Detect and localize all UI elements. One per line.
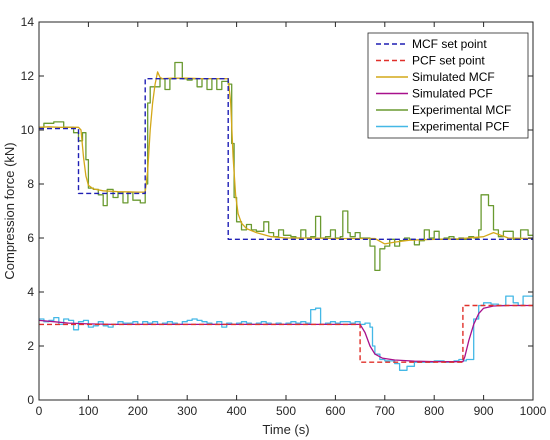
legend-label: Simulated MCF: [412, 70, 495, 84]
series-line-simulated-pcf: [38, 304, 533, 363]
y-tick-label: 2: [27, 339, 34, 353]
legend-label: PCF set point: [412, 54, 485, 68]
y-tick-label: 14: [21, 15, 35, 29]
legend-label: Simulated PCF: [412, 87, 493, 101]
x-tick-label: 900: [474, 404, 494, 418]
x-tick-label: 1000: [520, 404, 547, 418]
legend: MCF set point PCF set point Simulated MCF S…: [367, 32, 529, 139]
x-tick-label: 400: [227, 404, 247, 418]
legend-label: MCF set point: [412, 37, 487, 51]
y-axis-title: Compression force (kN): [2, 142, 17, 279]
series-layer: [38, 61, 534, 371]
x-tick-label: 500: [276, 404, 296, 418]
legend-box: [367, 32, 529, 139]
series-line-mcf-set-point: [39, 78, 533, 240]
x-axis-title: Time (s): [262, 422, 309, 437]
x-tick-label: 600: [325, 404, 345, 418]
ticks-layer: 0 100 200 300 400 500 600 700 800 900 1000 0 2 4 6 8 10 1…: [21, 15, 547, 418]
series-line-pcf-set-point: [39, 304, 533, 363]
y-tick-label: 0: [27, 393, 34, 407]
x-tick-label: 100: [78, 404, 98, 418]
legend-label: Experimental PCF: [412, 120, 509, 134]
y-tick-label: 10: [21, 123, 35, 137]
x-tick-label: 0: [36, 404, 43, 418]
x-tick-label: 200: [128, 404, 148, 418]
x-tick-label: 300: [177, 404, 197, 418]
series-line-experimental-pcf: [39, 295, 533, 371]
y-tick-label: 8: [27, 177, 34, 191]
series-line-simulated-mcf: [38, 71, 534, 245]
x-tick-label: 800: [424, 404, 444, 418]
y-tick-label: 4: [27, 285, 34, 299]
legend-label: Experimental MCF: [412, 103, 511, 117]
x-tick-label: 700: [375, 404, 395, 418]
y-tick-label: 12: [21, 69, 35, 83]
y-tick-label: 6: [27, 231, 34, 245]
